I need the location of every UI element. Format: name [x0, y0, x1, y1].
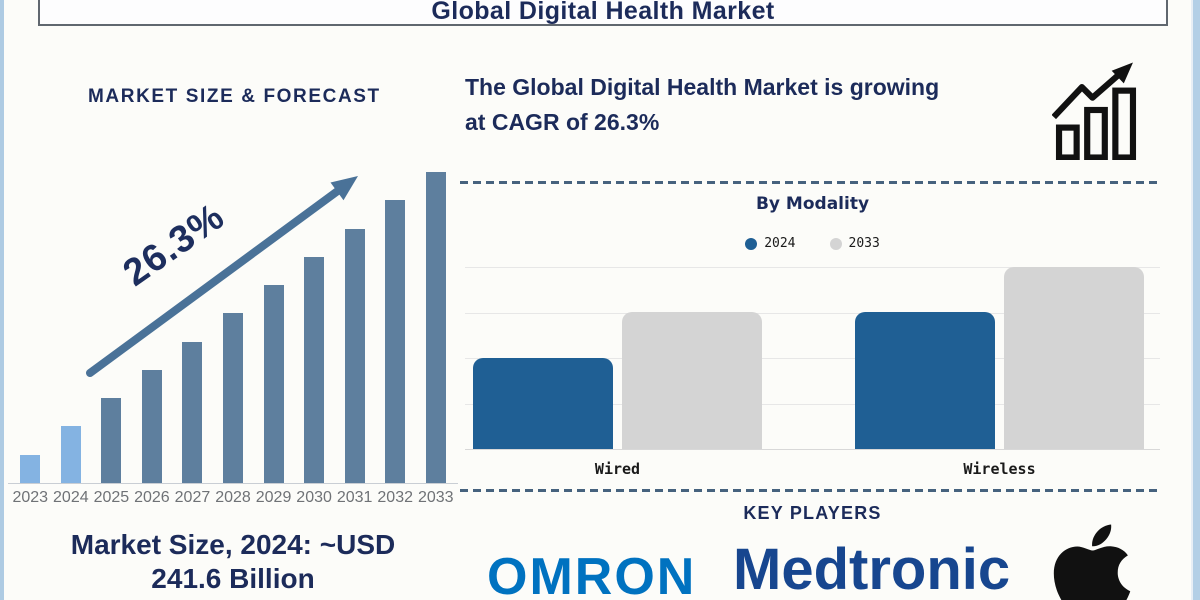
modality-bar-wireless-2024	[855, 312, 995, 449]
market-size-caption: Market Size, 2024: ~USD 241.6 Billion	[10, 528, 456, 596]
modality-gridline	[465, 403, 1160, 405]
modality-bar-wireless-2033	[1004, 267, 1144, 449]
forecast-bar-2027	[182, 342, 203, 483]
forecast-chart-baseline	[8, 483, 458, 484]
legend-dot-2033	[829, 237, 842, 250]
modality-gridline	[465, 312, 1160, 314]
modality-gridline	[465, 267, 1160, 268]
forecast-x-label-2031: 2031	[336, 489, 373, 506]
legend-dot-2024	[745, 237, 758, 250]
bar-chart-rising-arrow-icon	[1052, 62, 1137, 160]
modality-bar-chart	[465, 240, 1160, 450]
forecast-x-label-2025: 2025	[93, 489, 130, 506]
modality-chart-title: By Modality	[755, 194, 870, 214]
market-size-forecast-title: MARKET SIZE & FORECAST	[88, 86, 381, 107]
forecast-x-label-2028: 2028	[215, 489, 251, 506]
forecast-bar-chart	[10, 172, 456, 483]
forecast-x-label-2030: 2030	[296, 489, 332, 506]
forecast-bar-2026	[141, 370, 162, 483]
medtronic-logo: Medtronic	[733, 537, 1011, 600]
legend-item-2024: 2024	[745, 236, 796, 251]
frame-border-left	[0, 0, 4, 600]
forecast-bar-2025	[101, 398, 122, 483]
forecast-bar-2032	[385, 200, 406, 483]
legend-label-2024: 2024	[764, 236, 796, 251]
forecast-x-label-2024: 2024	[53, 489, 89, 506]
forecast-x-label-2033: 2033	[417, 489, 454, 506]
frame-border-right	[1191, 0, 1200, 600]
forecast-x-label-2027: 2027	[174, 489, 211, 506]
page-title: Global Digital Health Market	[431, 0, 775, 25]
legend-label-2033: 2033	[848, 236, 880, 251]
forecast-bar-2031	[344, 229, 365, 483]
forecast-x-label-2032: 2032	[377, 489, 413, 506]
forecast-bar-2033	[425, 172, 446, 483]
dashed-divider-top	[460, 181, 1162, 184]
modality-bar-wired-2033	[622, 312, 762, 449]
forecast-bar-2028	[223, 313, 243, 483]
legend-item-2033: 2033	[829, 236, 880, 251]
forecast-x-label-2026: 2026	[134, 489, 170, 506]
market-size-caption-line1: Market Size, 2024: ~USD	[70, 529, 396, 560]
forecast-x-axis: 2023 2024 2025 2026 2027 2028 2029 2030 2031 2032…	[10, 489, 456, 507]
apple-logo	[1053, 524, 1131, 600]
growth-headline-line1: The Global Digital Health Market is grow…	[465, 74, 940, 100]
forecast-bar-2023	[20, 455, 41, 483]
modality-legend: 2024 2033	[465, 236, 1160, 251]
forecast-x-label-2029: 2029	[255, 489, 292, 506]
forecast-bar-2030	[304, 257, 325, 483]
market-size-caption-line2: 241.6 Billion	[151, 563, 315, 594]
key-players-title: KEY PLAYERS	[743, 503, 882, 523]
title-bar: Global Digital Health Market	[38, 0, 1168, 26]
modality-gridline	[465, 358, 1160, 359]
omron-logo: OMRON	[487, 548, 697, 600]
dashed-divider-bottom	[460, 489, 1162, 492]
growth-headline: The Global Digital Health Market is grow…	[465, 70, 1065, 140]
forecast-x-label-2023: 2023	[12, 489, 49, 506]
modality-category-label-wireless: Wireless	[963, 460, 1036, 478]
modality-bar-wired-2024	[473, 358, 613, 449]
growth-headline-line2: at CAGR of 26.3%	[465, 109, 660, 135]
forecast-bar-2024	[60, 426, 81, 483]
modality-category-label-wired: Wired	[594, 460, 641, 478]
forecast-bar-2029	[263, 285, 284, 483]
trend-arrow	[86, 176, 358, 377]
